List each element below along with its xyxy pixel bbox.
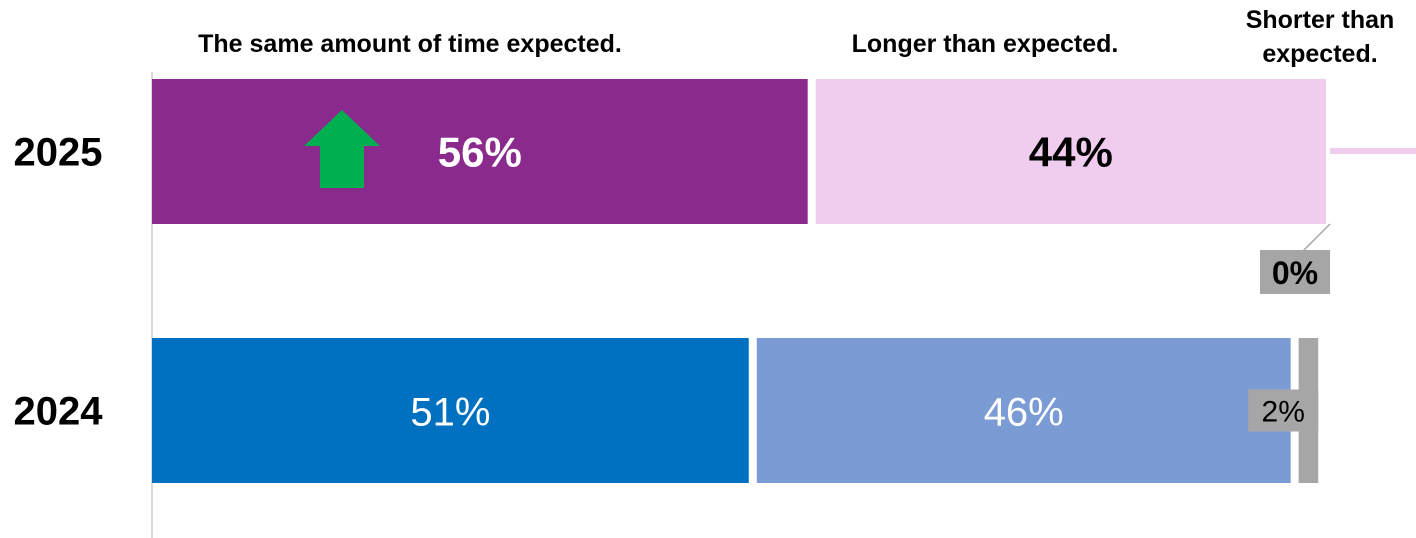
legend-label-2-line-1: expected.: [1262, 40, 1377, 68]
legend-label-2-line-0: Shorter than: [1246, 6, 1395, 34]
data-label-box-2024-series-2: [1248, 389, 1319, 432]
legend-label-0-line-0: The same amount of time expected.: [198, 30, 622, 58]
bar-2024-series-1: [756, 338, 1291, 483]
data-label-2024-series-0: 51%: [410, 391, 490, 435]
data-label-2025-series-0: 56%: [438, 129, 522, 176]
green-up-arrow-icon: [304, 110, 380, 188]
legend-item-0: The same amount of time expected.: [198, 30, 622, 58]
bars: 2025 56% 44% 0% 2024 51% 46% 2%: [14, 79, 1331, 483]
bar-2024-series-0: [152, 338, 749, 483]
bar-2025-series-0: [152, 79, 808, 224]
legend: The same amount of time expected. Longer …: [198, 6, 1416, 154]
legend-item-2: Shorter than expected.: [1246, 6, 1395, 68]
data-label-2025-series-1: 44%: [1029, 129, 1113, 176]
category-label-2024: 2024: [14, 390, 104, 434]
data-label-2025-series-2: 0%: [1272, 255, 1318, 291]
annotations: [304, 110, 380, 188]
legend-label-1-line-0: Longer than expected.: [852, 30, 1119, 58]
bar-2025-series-1: [815, 79, 1326, 224]
data-label-2024-series-1: 46%: [984, 391, 1064, 435]
category-label-2025: 2025: [14, 131, 103, 175]
data-label-2024-series-2: 2%: [1262, 396, 1305, 429]
data-label-box-2025-series-2: [1260, 250, 1330, 294]
legend-item-1: Longer than expected.: [852, 30, 1119, 58]
